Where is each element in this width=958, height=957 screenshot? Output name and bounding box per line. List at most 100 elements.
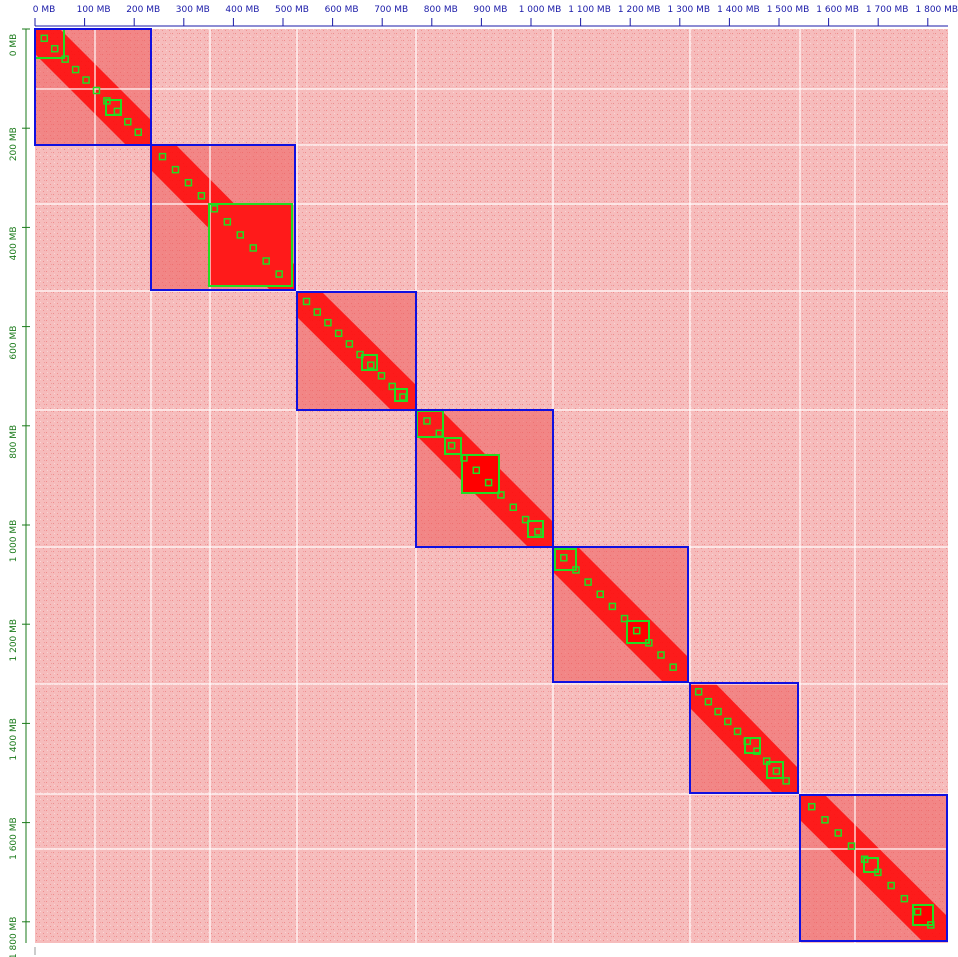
contig-box (821, 816, 829, 824)
top-tick-label: 900 MB (473, 5, 507, 15)
contig-box (572, 566, 580, 574)
contig-box (626, 620, 650, 644)
contig-box (208, 203, 293, 287)
dense-region (462, 455, 499, 493)
chromosome-box (415, 409, 554, 548)
contig-box (158, 152, 167, 161)
contig-box (134, 128, 142, 136)
contig-box (608, 602, 617, 611)
top-tick-label: 1 400 MB (717, 5, 760, 15)
contig-box (92, 86, 101, 95)
contig-box (645, 639, 653, 647)
contig-box (236, 231, 245, 239)
contig-box (302, 297, 311, 306)
chromosome-box (34, 28, 152, 146)
contig-box (733, 727, 742, 736)
contig-box (447, 441, 456, 450)
top-tick-label: 1 100 MB (568, 5, 611, 15)
contig-box (324, 318, 332, 327)
contig-box (356, 350, 364, 359)
top-tick-label: 500 MB (275, 5, 309, 15)
contig-box (184, 178, 193, 187)
top-tick-label: 1 200 MB (618, 5, 661, 15)
top-tick-label: 400 MB (225, 5, 259, 15)
left-tick-label: 200 MB (9, 127, 19, 161)
contig-box (423, 417, 431, 425)
contig-box (435, 429, 444, 438)
contig-box (534, 528, 542, 536)
contig-box (497, 491, 505, 499)
left-tick-label: 400 MB (9, 226, 19, 260)
contig-box (103, 97, 111, 105)
top-tick-label: 300 MB (176, 5, 210, 15)
contig-box (275, 270, 283, 278)
contig-box (887, 881, 895, 890)
top-tick-label: 1 000 MB (519, 5, 562, 15)
contig-box (913, 908, 922, 916)
contig-box (361, 354, 378, 371)
contig-box (724, 717, 732, 726)
contig-box (484, 478, 493, 487)
contig-box (124, 118, 132, 126)
contig-box (171, 165, 180, 174)
contig-box (223, 218, 232, 226)
dense-region (627, 621, 649, 643)
left-tick-label: 600 MB (9, 326, 19, 360)
left-tick-label: 1 800 MB (9, 917, 19, 957)
contig-box (704, 697, 713, 706)
contig-box (113, 107, 122, 116)
contig-box (460, 454, 468, 462)
contig-box (197, 192, 206, 200)
top-tick-label: 100 MB (77, 5, 111, 15)
contig-box (472, 466, 481, 475)
contig-box (743, 737, 751, 746)
diagonal-band (800, 795, 947, 941)
contig-box (863, 857, 879, 873)
left-tick-label: 1 600 MB (9, 817, 19, 860)
contig-box (210, 205, 219, 213)
contig-box (834, 829, 842, 837)
top-tick-label: 700 MB (374, 5, 408, 15)
contig-box (461, 454, 500, 494)
contig-box (509, 503, 518, 512)
left-tick-label: 0 MB (9, 34, 19, 57)
chromosome-box (689, 682, 799, 794)
top-tick-label: 1 500 MB (767, 5, 810, 15)
contig-box (388, 382, 396, 391)
chromosome-box (552, 546, 689, 683)
contig-box (313, 308, 321, 316)
top-tick-label: 200 MB (126, 5, 160, 15)
contig-box (82, 76, 90, 84)
contig-box (596, 590, 604, 598)
contig-box (40, 34, 49, 43)
chromosome-box (296, 291, 417, 411)
top-tick-label: 1 800 MB (916, 5, 958, 15)
contig-box (249, 244, 257, 252)
contig-box (860, 855, 869, 863)
contig-box (527, 520, 544, 538)
contig-box (377, 372, 386, 380)
diagonal-band (553, 547, 688, 682)
contig-box (444, 437, 462, 455)
contig-box (847, 842, 856, 850)
top-tick-label: 800 MB (424, 5, 458, 15)
contig-box (521, 515, 530, 524)
contig-box (61, 55, 69, 63)
contig-box (694, 688, 703, 696)
top-tick-label: 1 600 MB (816, 5, 859, 15)
contig-box (584, 578, 592, 586)
chromosome-box (799, 794, 948, 942)
contig-box (657, 651, 665, 659)
contig-box (744, 737, 761, 754)
contig-box (399, 393, 407, 401)
contig-box (71, 65, 80, 74)
chromosome-box (150, 144, 296, 291)
top-tick-label: 600 MB (325, 5, 359, 15)
left-tick-label: 1 400 MB (9, 718, 19, 761)
contig-box (554, 548, 577, 571)
contig-box (808, 802, 816, 811)
contig-box (874, 868, 882, 877)
contig-box (912, 904, 934, 926)
contig-box (50, 44, 59, 53)
